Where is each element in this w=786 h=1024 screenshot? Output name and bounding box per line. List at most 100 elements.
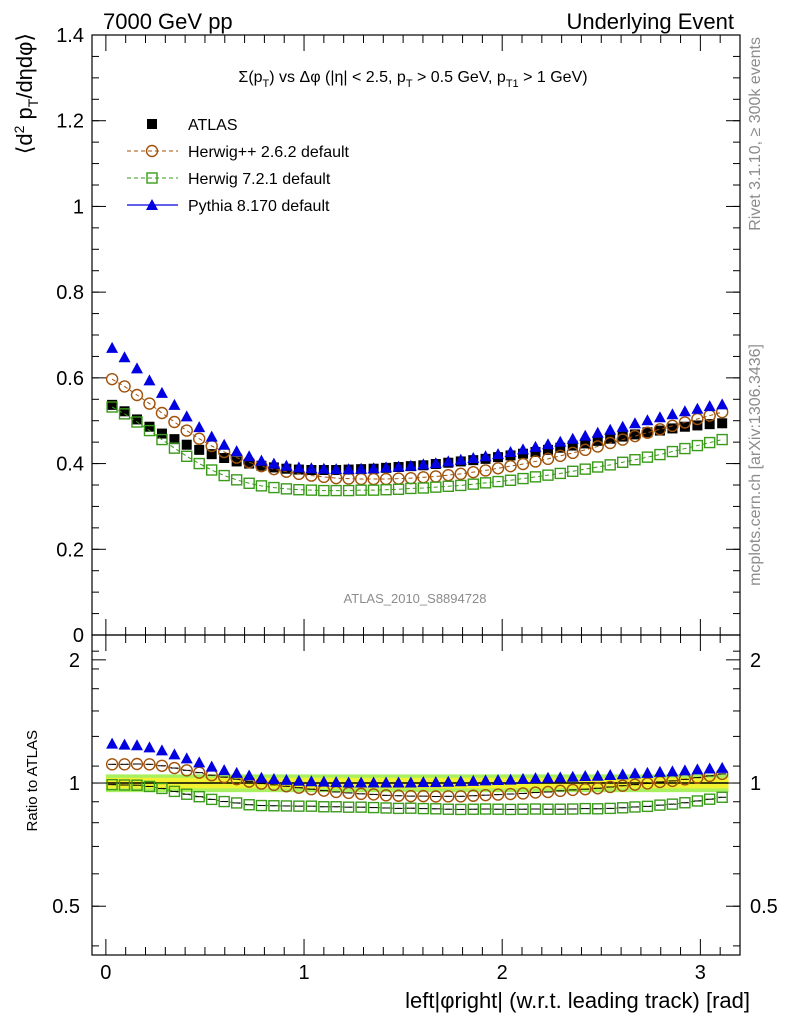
atlas-point <box>654 425 665 436</box>
herwig7-ratio-point <box>467 803 479 815</box>
herwigpp-ratio-point <box>467 789 480 802</box>
herwigpp-ratio-point <box>404 789 418 803</box>
pythia-ratio-point <box>616 768 629 780</box>
main-ylabel: ⟨d2 pT/dηdφ⟩ <box>11 33 41 154</box>
pythia-ratio-point <box>230 766 243 778</box>
herwig7-ratio-point <box>106 778 118 791</box>
ylabel-part-b: p <box>12 107 37 125</box>
atlas-point <box>717 418 728 429</box>
herwig7-point <box>641 451 654 463</box>
herwigpp-ratio-point <box>516 787 530 800</box>
pythia-point <box>380 461 393 473</box>
pythia-point <box>205 430 218 442</box>
pythia-point <box>305 462 318 474</box>
herwig7-ratio-point <box>293 800 305 812</box>
pythia-point <box>554 435 567 447</box>
title-sub-b: T <box>406 78 413 90</box>
ylabel-sub: T <box>25 98 41 107</box>
title-part-a: Σ(p <box>238 69 262 86</box>
pythia-point <box>541 438 554 450</box>
pythia-point <box>230 445 243 457</box>
herwig7-ratio-point <box>330 801 342 813</box>
pythia-ratio-point <box>267 772 280 784</box>
herwig7-point <box>330 484 342 497</box>
herwig7-point <box>492 475 504 488</box>
herwig7-point <box>579 463 591 475</box>
pythia-ratio-point <box>442 775 455 787</box>
herwig7-point <box>529 471 542 483</box>
herwigpp-ratio-point <box>143 758 156 771</box>
pythia-point <box>392 460 405 472</box>
herwigpp-point <box>541 452 555 466</box>
herwig7-point <box>268 481 280 494</box>
herwigpp-ratio-point <box>379 789 393 802</box>
pythia-ratio-point <box>392 776 405 788</box>
herwigpp-ratio-point <box>442 790 455 803</box>
herwigpp-point <box>628 429 642 443</box>
atlas-point <box>231 456 242 467</box>
pythia-ratio-point <box>130 739 143 751</box>
herwig7-ratio-point <box>504 803 517 816</box>
ratio-xtick-label: 0 <box>100 962 111 984</box>
herwig7-ratio-point <box>305 800 318 812</box>
pythia-point <box>417 458 430 470</box>
title-sub-c: T1 <box>506 78 519 90</box>
herwigpp-point <box>604 436 617 450</box>
pythia-ratio-point <box>591 769 604 781</box>
pythia-point <box>442 455 455 467</box>
herwig7-ratio-point <box>567 803 579 815</box>
pythia-ratio-point <box>541 771 554 783</box>
pythia-point <box>716 398 729 410</box>
pythia-ratio-point <box>666 765 679 777</box>
pythia-point <box>267 457 280 469</box>
legend-label-pythia: Pythia 8.170 default <box>188 198 330 215</box>
herwigpp-ratio-point <box>529 786 542 799</box>
herwigpp-ratio-point <box>105 758 119 771</box>
herwigpp-point <box>130 388 144 402</box>
herwig7-ratio-point <box>679 797 691 809</box>
herwig7-ratio-point <box>118 779 131 791</box>
pythia-ratio-point <box>479 774 492 786</box>
pythia-ratio-point <box>106 737 119 749</box>
herwig7-ratio-point <box>579 802 591 815</box>
herwigpp-point <box>454 467 467 481</box>
herwigpp-point <box>641 426 654 439</box>
pythia-point <box>130 362 143 374</box>
pythia-point <box>355 462 368 474</box>
pythia-point <box>703 400 716 412</box>
legend-marker-pythia <box>146 199 158 210</box>
pythia-point <box>292 461 305 473</box>
herwig7-ratio-point <box>616 802 629 814</box>
pythia-ratio-point <box>330 776 343 788</box>
legend-label-herwig7: Herwig 7.2.1 default <box>188 171 331 188</box>
main-ytick-label: 1 <box>73 196 84 218</box>
pythia-point <box>666 408 679 420</box>
ratio-ytick-label: 0.5 <box>52 896 80 918</box>
pythia-ratio-point <box>355 776 368 788</box>
pythia-ratio-point <box>155 744 168 756</box>
pythia-ratio-point <box>417 776 430 788</box>
pythia-point <box>479 450 492 462</box>
herwig7-ratio-point <box>193 790 205 803</box>
herwigpp-ratio-point <box>628 778 642 791</box>
pythia-ratio-point <box>255 771 268 783</box>
ratio-ytick-label-right: 0.5 <box>750 896 778 918</box>
herwigpp-point <box>504 459 517 473</box>
herwig7-point <box>666 445 679 458</box>
herwig7-point <box>517 472 529 485</box>
herwig7-ratio-point <box>156 782 168 795</box>
pythia-ratio-point <box>367 776 380 788</box>
pythia-ratio-point <box>566 770 579 782</box>
pythia-ratio-point <box>641 766 654 778</box>
mcplots-label: mcplots.cern.ch [arXiv:1306.3436] <box>747 344 764 586</box>
atlas-point <box>244 458 255 469</box>
herwigpp-point <box>180 424 193 437</box>
herwig7-ratio-point <box>342 801 355 813</box>
ratio-xtick-label: 2 <box>497 962 508 984</box>
herwig7-point <box>504 474 517 486</box>
main-ytick-label: 0.4 <box>56 454 84 476</box>
pythia-point <box>691 402 704 414</box>
herwig7-ratio-point <box>268 800 280 812</box>
pythia-ratio-point <box>342 776 355 788</box>
